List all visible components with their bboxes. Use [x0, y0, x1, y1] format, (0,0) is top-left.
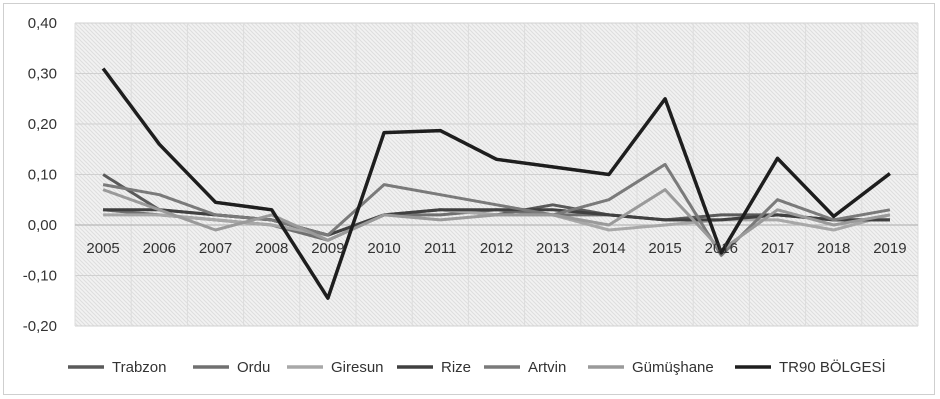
legend-label: Trabzon [112, 359, 166, 376]
series-line-tr90-b-lgesi- [101, 67, 891, 300]
legend-label: Rize [441, 359, 471, 376]
y-tick-label: -0,20 [23, 318, 57, 335]
x-tick-label: 2016 [705, 240, 738, 257]
y-tick-label: 0,10 [28, 167, 57, 184]
legend-label: Gümüşhane [632, 359, 714, 376]
x-tick-label: 2015 [648, 240, 681, 257]
legend-label: Ordu [237, 359, 270, 376]
x-tick-label: 2005 [86, 240, 119, 257]
legend-item: Giresun [287, 359, 384, 376]
legend: Trabzon Ordu Giresun Rize Artvin Gümüşhane TR9… [68, 358, 886, 376]
y-tick-label: 0,00 [28, 217, 57, 234]
y-axis: 0,40 0,30 0,20 0,10 0,00 -0,10 -0,20 [23, 15, 57, 335]
series-line-g-m-hane [102, 188, 891, 252]
legend-item: Gümüşhane [588, 359, 714, 376]
legend-label: TR90 BÖLGESİ [779, 358, 886, 376]
series-lines [101, 67, 891, 300]
x-tick-label: 2013 [536, 240, 569, 257]
y-tick-label: 0,30 [28, 66, 57, 83]
x-tick-label: 2007 [199, 240, 232, 257]
legend-item: Rize [397, 359, 471, 376]
legend-item: Ordu [193, 359, 270, 376]
gridlines [74, 22, 919, 327]
x-tick-label: 2008 [255, 240, 288, 257]
x-tick-label: 2018 [817, 240, 850, 257]
legend-item: TR90 BÖLGESİ [735, 358, 886, 376]
x-tick-label: 2009 [311, 240, 344, 257]
x-tick-label: 2017 [761, 240, 794, 257]
x-tick-label: 2011 [424, 240, 456, 257]
legend-label: Artvin [528, 359, 566, 376]
x-tick-label: 2010 [367, 240, 400, 257]
x-tick-label: 2012 [480, 240, 513, 257]
legend-item: Artvin [484, 359, 566, 376]
y-tick-label: 0,40 [28, 15, 57, 32]
x-axis: 2005 2006 2007 2008 2009 2010 2011 2012 2013 2014… [86, 240, 906, 257]
x-tick-label: 2014 [592, 240, 625, 257]
x-tick-label: 2019 [873, 240, 906, 257]
x-tick-label: 2006 [143, 240, 176, 257]
series-line-artvin [102, 162, 891, 257]
y-tick-label: 0,20 [28, 116, 57, 133]
legend-label: Giresun [331, 359, 384, 376]
y-tick-label: -0,10 [23, 268, 57, 285]
legend-item: Trabzon [68, 359, 166, 376]
